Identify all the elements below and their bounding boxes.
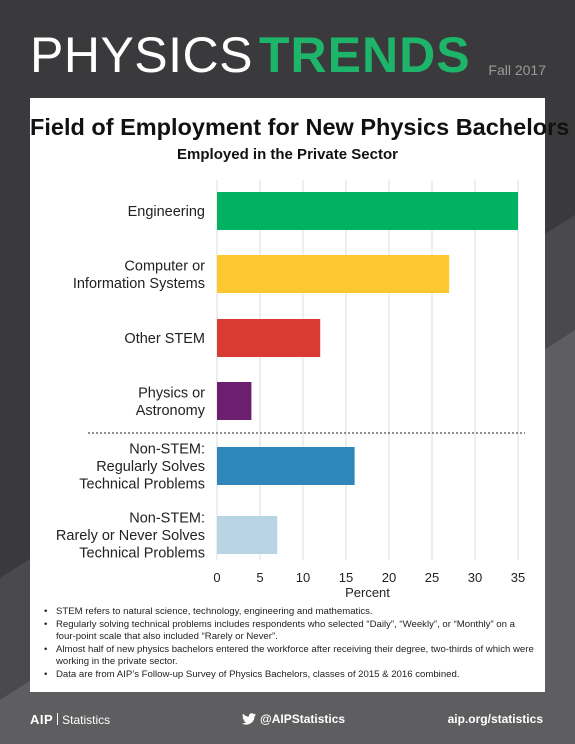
footnote: Almost half of new physics bachelors ent…	[44, 644, 536, 668]
category-label: Non-STEM: Rarely or Never Solves Technical…	[56, 511, 205, 562]
twitter-handle-text: @AIPStatistics	[260, 712, 346, 726]
category-labels: Engineering Computer or Information System…	[56, 204, 206, 562]
bar	[217, 319, 321, 357]
bar	[217, 382, 252, 420]
x-tick-label: 25	[425, 570, 439, 585]
bar-chart: Engineering Computer or Information System…	[56, 180, 525, 598]
x-tick-label: 20	[382, 570, 396, 585]
footnote: Regularly solving technical problems inc…	[44, 619, 536, 643]
bar	[217, 447, 355, 485]
bar	[217, 255, 450, 293]
twitter-handle[interactable]: @AIPStatistics	[242, 712, 345, 726]
chart-card: Field of Employment for New Physics Bach…	[30, 98, 570, 692]
issue-date: Fall 2017	[488, 62, 546, 78]
chart-subtitle: Employed in the Private Sector	[177, 146, 398, 163]
logo-mark: AIP	[30, 712, 54, 727]
category-label: Non-STEM: Regularly Solves Technical Probl…	[79, 442, 205, 493]
x-axis-title: Percent	[345, 585, 390, 598]
x-tick-label: 35	[511, 570, 525, 585]
x-tick-label: 0	[213, 570, 220, 585]
aip-logo: AIP Statistics	[30, 712, 110, 727]
brand-bold: TRENDS	[259, 27, 471, 83]
footnote: STEM refers to natural science, technolo…	[44, 606, 536, 618]
chart-title: Field of Employment for New Physics Bach…	[30, 114, 570, 140]
bars	[217, 192, 518, 554]
x-tick-label: 5	[256, 570, 263, 585]
bar	[217, 516, 278, 554]
x-tick-label: 15	[339, 570, 353, 585]
category-label: Computer or Information Systems	[73, 258, 205, 292]
footnote: Data are from AIP’s Follow-up Survey of …	[44, 669, 536, 681]
category-label: Physics or Astronomy	[136, 385, 206, 419]
logo-text: Statistics	[62, 713, 111, 727]
x-tick-label: 30	[468, 570, 482, 585]
brand-light: PHYSICS	[30, 27, 254, 83]
x-tick-label: 10	[296, 570, 310, 585]
masthead: PHYSICS TRENDS	[30, 26, 471, 84]
category-label: Other STEM	[124, 331, 205, 347]
x-axis-ticks: 0 5 10 15 20 25 30 35	[213, 570, 525, 585]
twitter-bird-icon	[242, 713, 256, 725]
logo-divider	[57, 713, 59, 725]
gridlines	[216, 180, 519, 560]
website-link[interactable]: aip.org/statistics	[447, 712, 543, 726]
footnotes: STEM refers to natural science, technolo…	[44, 606, 536, 682]
footer: AIP Statistics @AIPStatistics aip.org/sta…	[30, 712, 545, 730]
bar	[217, 192, 518, 230]
category-label: Engineering	[128, 204, 205, 220]
